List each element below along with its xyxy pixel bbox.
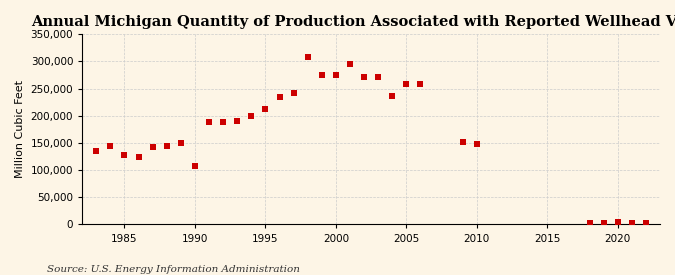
Y-axis label: Million Cubic Feet: Million Cubic Feet (15, 80, 25, 178)
Point (344, 62, 355, 66)
Point (641, 221, 651, 225)
Point (91, 149, 102, 153)
Point (317, 73, 327, 77)
Point (260, 106, 271, 111)
Point (415, 82, 426, 87)
Text: Source: U.S. Energy Information Administration: Source: U.S. Energy Information Administ… (47, 265, 300, 274)
Point (105, 144, 116, 148)
Point (373, 75, 383, 79)
Point (119, 153, 130, 157)
Point (288, 91, 299, 95)
Point (190, 164, 200, 169)
Point (246, 114, 256, 118)
Point (161, 144, 172, 148)
Point (598, 221, 609, 225)
Point (232, 119, 242, 123)
Point (471, 142, 482, 146)
Point (204, 120, 215, 125)
Point (133, 154, 144, 159)
Point (584, 221, 595, 225)
Point (176, 141, 186, 145)
Point (358, 75, 369, 79)
Point (457, 140, 468, 144)
Title: Annual Michigan Quantity of Production Associated with Reported Wellhead Value: Annual Michigan Quantity of Production A… (31, 15, 675, 29)
Point (218, 120, 229, 125)
Point (331, 73, 342, 77)
Point (274, 95, 285, 99)
Point (401, 82, 412, 87)
Point (302, 55, 313, 59)
Point (626, 221, 637, 225)
Point (387, 94, 398, 98)
Point (147, 145, 158, 149)
Point (612, 219, 623, 224)
